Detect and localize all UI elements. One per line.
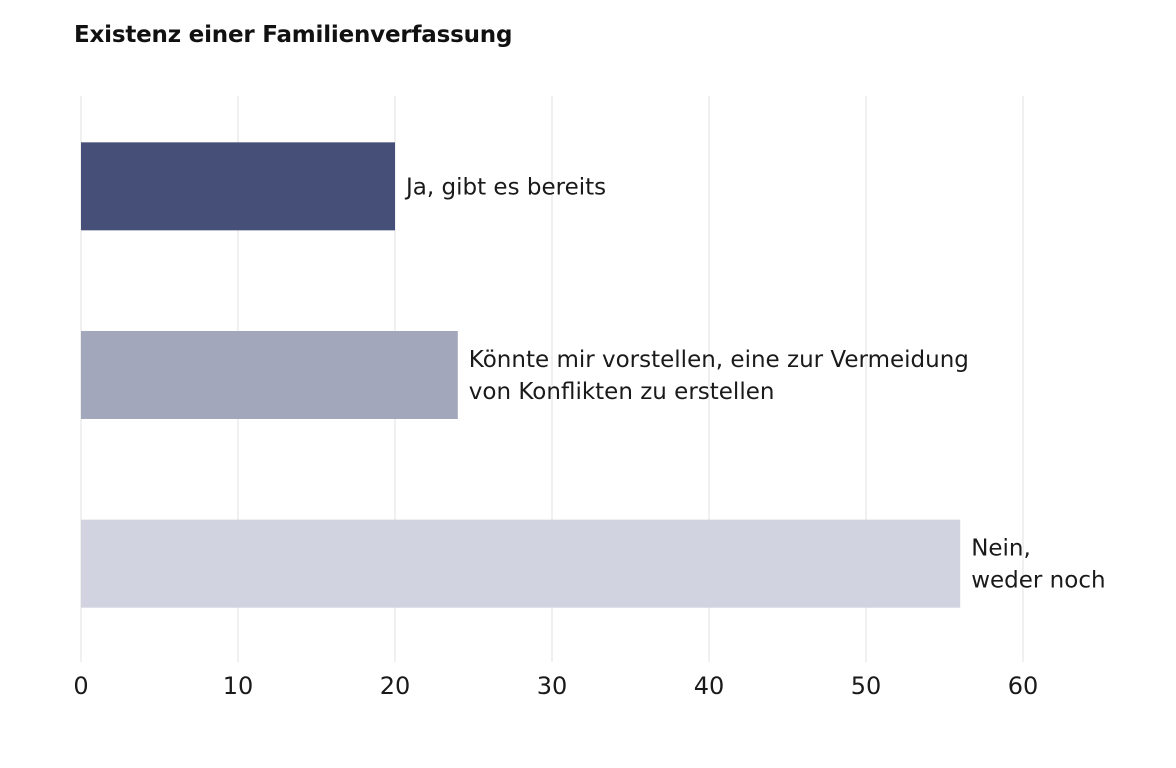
x-tick-label: 20 bbox=[380, 672, 411, 700]
bar bbox=[81, 331, 458, 419]
bar-label: Könnte mir vorstellen, eine zur Vermeidu… bbox=[469, 347, 969, 405]
bar-label: Ja, gibt es bereits bbox=[404, 174, 606, 200]
x-tick-label: 40 bbox=[694, 672, 725, 700]
bars bbox=[81, 142, 961, 608]
x-axis-ticks: 0 10 20 30 40 50 60 bbox=[73, 672, 1038, 700]
bar bbox=[81, 519, 961, 608]
x-tick-label: 50 bbox=[851, 672, 882, 700]
x-tick-label: 30 bbox=[537, 672, 568, 700]
x-tick-label: 10 bbox=[223, 672, 254, 700]
x-tick-label: 60 bbox=[1008, 672, 1039, 700]
bar bbox=[81, 142, 395, 231]
chart-title: Existenz einer Familienverfassung bbox=[74, 22, 513, 48]
bar-label: Nein, weder noch bbox=[971, 536, 1105, 594]
x-tick-label: 0 bbox=[73, 672, 88, 700]
bar-labels: Ja, gibt es bereits Könnte mir vorstellen… bbox=[404, 174, 1106, 593]
